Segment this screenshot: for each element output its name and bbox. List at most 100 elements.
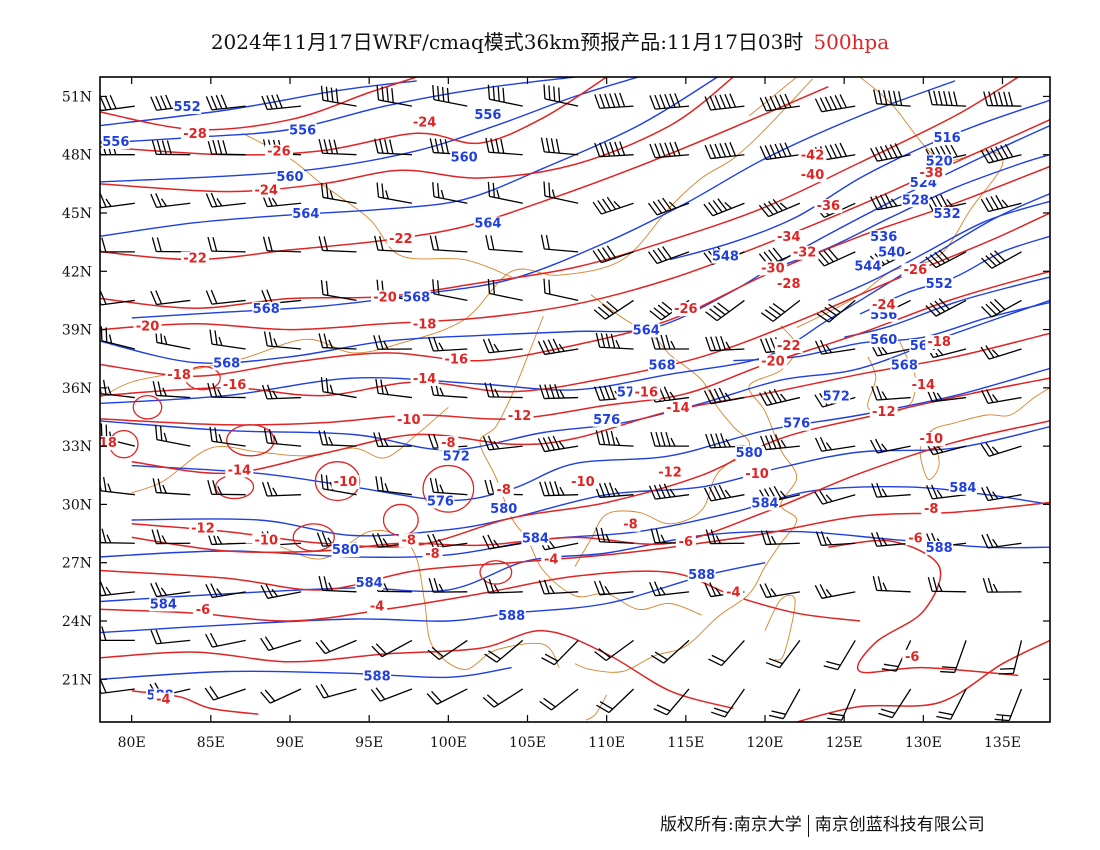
wind-barb-feather [152, 381, 157, 396]
wind-barb-feather [818, 252, 830, 265]
wind-barb-feather [212, 480, 218, 495]
wind-barb-staff [876, 396, 911, 401]
wind-barb-feather [898, 91, 903, 106]
temperature-label-bg [386, 232, 415, 247]
temperature-label-bg [790, 245, 819, 260]
temperature-label-bg [410, 372, 439, 387]
wind-barb-feather [381, 86, 385, 101]
height-contour [100, 530, 1050, 603]
wind-barb-staff [656, 202, 690, 216]
wind-barb-feather [819, 490, 828, 504]
wind-barb-feather [949, 143, 958, 157]
height-label: 584 [949, 481, 976, 496]
wind-barb-staff [710, 494, 745, 502]
wind-barb [543, 181, 579, 204]
wind-barb [374, 235, 412, 253]
wind-barb-feather [438, 342, 444, 351]
wind-barb-staff [267, 494, 302, 497]
wind-barb-staff [876, 589, 911, 593]
wind-barb-feather [375, 378, 379, 394]
wind-barb-feather [759, 392, 768, 406]
height-label-bg [592, 412, 621, 427]
wind-barb [375, 476, 412, 496]
wind-barb-feather [1004, 143, 1014, 158]
wind-barb-feather [878, 89, 883, 105]
wind-barb-feather [768, 200, 779, 214]
wind-barb-feather [1003, 91, 1009, 107]
wind-barb-staff [489, 98, 523, 107]
wind-barb-feather [263, 331, 268, 346]
wind-barb [537, 338, 579, 356]
wind-barb-feather [649, 143, 656, 158]
wind-barb-feather [985, 345, 995, 359]
temperature-label-bg [331, 474, 360, 489]
wind-barb-feather [384, 139, 389, 154]
wind-barb-feather [318, 333, 324, 348]
height-label-bg [948, 480, 977, 495]
height-label-bg [877, 245, 906, 260]
height-label-bg [648, 358, 677, 373]
wind-barb-feather [839, 142, 847, 157]
wind-barb-feather [729, 93, 737, 108]
wind-barb-feather [484, 653, 498, 663]
wind-barb-feather [426, 693, 438, 705]
wind-barb-feather [599, 142, 606, 157]
wind-barb-feather [593, 580, 601, 596]
wind-barb-feather [669, 391, 676, 400]
wind-barb-feather [596, 704, 610, 714]
height-label-bg [497, 609, 526, 624]
height-label-bg [473, 107, 502, 122]
wind-barb [151, 237, 191, 253]
wind-barb-feather [108, 334, 113, 344]
wind-barb-staff [377, 152, 412, 156]
wind-barb [100, 626, 135, 642]
wind-barb-feather [981, 257, 993, 269]
temperature-label-bg [869, 298, 898, 313]
wind-barb-feather [816, 313, 830, 323]
wind-barb [482, 534, 523, 550]
height-label: 576 [427, 494, 454, 509]
temperature-label: -24 [255, 184, 279, 199]
wind-barb-feather [819, 339, 828, 354]
wind-barb-feather [936, 444, 944, 453]
attribution-divider [807, 814, 809, 837]
wind-barb-staff [841, 688, 856, 721]
title-text: 2024年11月17日WRF/cmaq模式36km预报产品:11月17日03时 [210, 30, 804, 54]
wind-barb-staff [716, 299, 745, 322]
wind-barb-feather [764, 96, 772, 111]
height-label: 568 [891, 358, 918, 373]
wind-barb-feather [321, 531, 329, 547]
height-label-bg [751, 496, 779, 511]
wind-barb-staff [433, 196, 468, 204]
height-label: 580 [736, 446, 763, 461]
wind-barb-feather [888, 90, 893, 105]
wind-barb-feather [434, 478, 440, 493]
temperature-contour [100, 165, 1050, 377]
wind-barb-feather [440, 189, 445, 199]
wind-barb-feather [815, 531, 822, 546]
wind-barb [263, 428, 302, 447]
lat-tick-label: 30N [62, 497, 92, 513]
wind-barb [263, 331, 302, 350]
wind-barb-staff [766, 591, 800, 599]
wind-barb-feather [264, 636, 274, 650]
wind-barb-feather [212, 382, 218, 398]
temperature-label-bg [422, 546, 443, 561]
temperature-label-bg [758, 261, 787, 276]
wind-barb [927, 577, 967, 593]
wind-barb-feather [725, 341, 732, 351]
wind-barb-feather [375, 687, 386, 700]
wind-barb-staff [987, 104, 1022, 107]
temperature-label-bg [909, 377, 938, 392]
wind-barb [373, 335, 412, 350]
temperature-label: -16 [635, 386, 659, 401]
wind-barb-staff [211, 153, 246, 156]
wind-barb [595, 430, 634, 447]
wind-barb [151, 529, 191, 545]
wind-barb-feather [210, 192, 218, 207]
wind-barb-feather [378, 432, 384, 447]
wind-barb-feather [594, 142, 601, 158]
wind-barb [260, 636, 302, 652]
wind-barb [482, 338, 523, 354]
wind-barb-feather [938, 90, 943, 106]
